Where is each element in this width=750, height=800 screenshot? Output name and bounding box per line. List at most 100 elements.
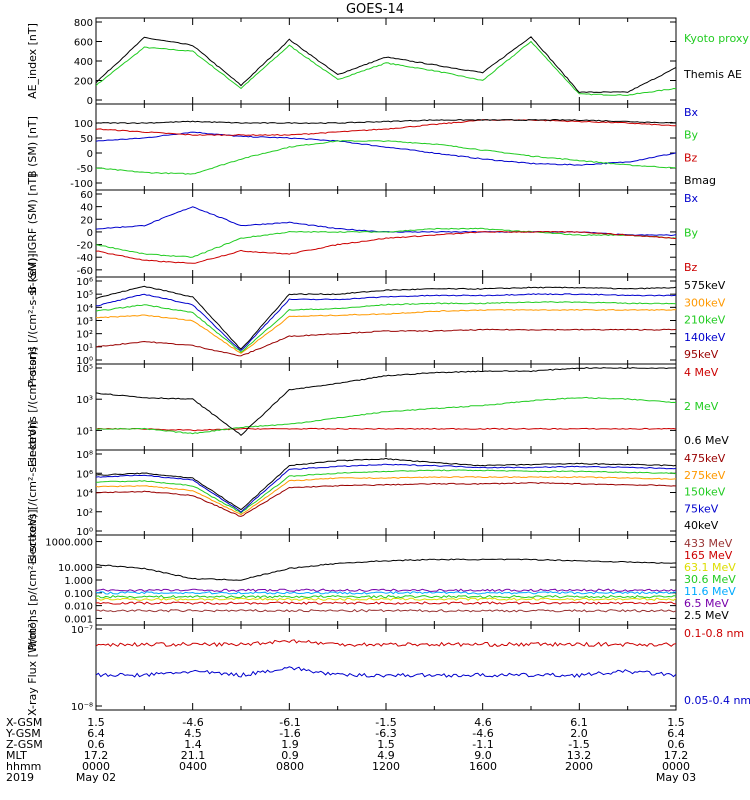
- panel-6: 10⁰ 10² 10⁴ 10⁶ 10⁸ Electrons [/(cm²-s-sr-keV…: [26, 421, 726, 565]
- y-tick-label: 1.000: [64, 576, 93, 587]
- y-tick-label: 10⁰: [76, 527, 93, 538]
- series-line-210kev: [96, 301, 676, 353]
- footer-cell: 6.4: [87, 727, 105, 740]
- series-line-475kev: [96, 482, 676, 517]
- series-line-433-mev: [96, 608, 676, 613]
- legend-entry: 150keV: [684, 486, 726, 499]
- footer-cell: 2000: [565, 760, 593, 773]
- legend-entry: Kyoto proxy AE: [684, 32, 750, 45]
- series-line-95kev: [96, 328, 676, 357]
- legend-entry: 40keV: [684, 519, 719, 532]
- footer-cell: 0000: [82, 760, 110, 773]
- y-tick-label: 10⁸: [76, 450, 93, 461]
- y-axis-label: B (SM) [nT]: [26, 116, 39, 178]
- series-line-kyoto-proxy-ae: [96, 40, 676, 96]
- legend-entry: Bx: [684, 192, 699, 205]
- y-tick-label: 20: [80, 215, 93, 226]
- y-tick-label: 0.010: [64, 602, 93, 613]
- footer-cell: 4.9: [377, 749, 395, 762]
- y-tick-label: 200: [74, 77, 93, 88]
- footer-cell: 13.2: [566, 749, 592, 762]
- series-line-bz: [96, 230, 676, 264]
- y-tick-label: 10¹: [76, 343, 93, 354]
- y-tick-label: -50: [77, 164, 93, 175]
- legend-entry: 165 MeV: [684, 549, 733, 562]
- y-tick-label: 1000.000: [45, 538, 93, 549]
- series-line-275kev: [96, 476, 676, 516]
- y-tick-label: -20: [77, 241, 93, 252]
- series-line-575kev: [96, 285, 676, 350]
- series-line-themis-ae: [96, 36, 676, 94]
- series-line-63-1-mev: [96, 597, 676, 601]
- y-axis-label: Protons [/(cm²-s-sr-keV)]: [26, 253, 39, 387]
- y-tick-label: 50: [80, 134, 93, 145]
- series-line-0-1-0-8-nm: [96, 639, 676, 648]
- chart-title: GOES-14: [345, 2, 404, 17]
- series-line-bmag: [96, 118, 676, 125]
- legend-entry: 2 MeV: [684, 400, 719, 413]
- y-tick-label: 0.100: [64, 589, 93, 600]
- series-line-0-6-mev: [96, 366, 676, 436]
- footer-row-name: X-GSM: [6, 716, 43, 729]
- footer-row-name: 2019: [6, 771, 34, 784]
- y-axis-label: Electrons [/(cm²-s-sr)]: [26, 347, 39, 467]
- y-tick-label: 0: [87, 96, 93, 107]
- panel-frame: [95, 624, 677, 711]
- panel-frame: [95, 17, 677, 105]
- series-line-30-6-mev: [96, 594, 676, 599]
- panel-frame: [95, 189, 677, 278]
- panel-5: 10¹ 10³ 10⁵ Electrons [/(cm²-s-sr)] 4 MeV 2 M…: [26, 347, 729, 467]
- footer-cell: May 03: [655, 771, 697, 784]
- panel-8: 10⁻⁸ 10⁻⁷ X-ray Flux [W/m²] 0.1-0.8 nm 0.05-…: [26, 619, 750, 716]
- legend-entry: Bz: [684, 261, 698, 274]
- footer-cell: 0800: [276, 760, 304, 773]
- legend-entry: By: [684, 129, 699, 142]
- legend-entry: 4 MeV: [684, 366, 719, 379]
- y-tick-label: 800: [74, 18, 93, 29]
- footer-cell: 17.2: [83, 749, 109, 762]
- footer-cell: 6.4: [667, 727, 685, 740]
- panel-frame: [95, 449, 677, 536]
- y-tick-label: 10⁵: [76, 290, 93, 301]
- legend-entry: 475keV: [684, 452, 726, 465]
- legend-entry: Bmag: [684, 174, 716, 187]
- footer-cell: -1.5: [375, 716, 397, 729]
- footer-cell: 17.2: [663, 749, 689, 762]
- footer-cell: -4.6: [472, 727, 494, 740]
- footer-cell: 0.9: [281, 749, 299, 762]
- y-tick-label: 10⁴: [76, 489, 93, 500]
- footer-cell: 2.0: [570, 727, 588, 740]
- panel-frame: [95, 363, 677, 451]
- legend-entry: 0.6 MeV: [684, 434, 729, 447]
- footer-cell: 0.6: [87, 738, 105, 751]
- footer-cell: 9.0: [474, 749, 492, 762]
- y-tick-label: 10²: [76, 330, 93, 341]
- footer-cell: -1.6: [279, 727, 301, 740]
- y-tick-label: 10⁻⁸: [71, 702, 93, 713]
- panel-2: -100 -50 0 50 100 B (SM) [nT] Bx By Bz Bmag: [26, 103, 716, 191]
- legend-entry: 2.5 MeV: [684, 609, 729, 622]
- y-tick-label: 40: [80, 203, 93, 214]
- legend-entry: 275keV: [684, 469, 726, 482]
- y-tick-label: 10⁶: [76, 469, 93, 480]
- footer-cell: 1.5: [377, 738, 395, 751]
- y-axis-label: B (SM)-IGRF (SM) [nT]: [26, 173, 39, 293]
- footer-row: Y-GSM 6.4 4.5 -1.6 -6.3 -4.6 2.0 6.4: [0, 728, 750, 739]
- legend-entry: 30.6 MeV: [684, 573, 736, 586]
- y-tick-label: 10⁰: [76, 356, 93, 367]
- footer-cell: -6.1: [279, 716, 301, 729]
- y-axis-label: Electrons [/(cm²-s-sr-keV)]: [26, 421, 39, 565]
- footer-row: 2019 May 02 May 03: [0, 772, 750, 783]
- legend-entry: 140keV: [684, 331, 726, 344]
- footer-cell: 1.4: [184, 738, 202, 751]
- footer-row: MLT 17.2 21.1 0.9 4.9 9.0 13.2 17.2: [0, 750, 750, 761]
- footer-cell: -1.1: [472, 738, 494, 751]
- legend-entry: 11.6 MeV: [684, 585, 736, 598]
- footer-row-name: MLT: [6, 749, 27, 762]
- footer-cell: 21.1: [180, 749, 206, 762]
- footer-cell: -4.6: [182, 716, 204, 729]
- y-tick-label: 10.000: [58, 563, 93, 574]
- legend-entry: Bz: [684, 151, 698, 164]
